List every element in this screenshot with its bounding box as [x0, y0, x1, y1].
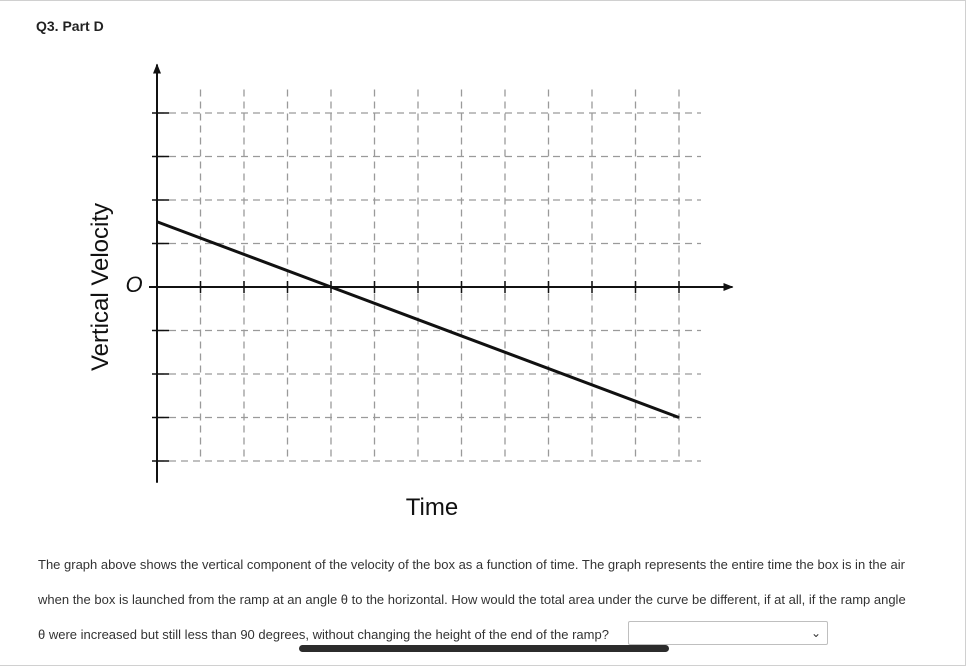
- question-title: Q3. Part D: [36, 18, 104, 34]
- origin-label: O: [125, 272, 142, 297]
- x-axis-label: Time: [406, 494, 458, 521]
- prompt-line-1: The graph above shows the vertical compo…: [38, 557, 905, 572]
- answer-dropdown[interactable]: ⌄: [628, 621, 828, 645]
- prompt-line-3: θ were increased but still less than 90 …: [38, 627, 609, 642]
- horizontal-scrollbar[interactable]: [299, 645, 669, 652]
- y-axis-label: Vertical Velocity: [87, 203, 114, 371]
- chevron-down-icon: ⌄: [810, 626, 821, 640]
- velocity-time-graph: O Time Vertical Velocity: [87, 63, 734, 521]
- prompt-line-2: when the box is launched from the ramp a…: [38, 592, 906, 607]
- velocity-line: [156, 220, 680, 419]
